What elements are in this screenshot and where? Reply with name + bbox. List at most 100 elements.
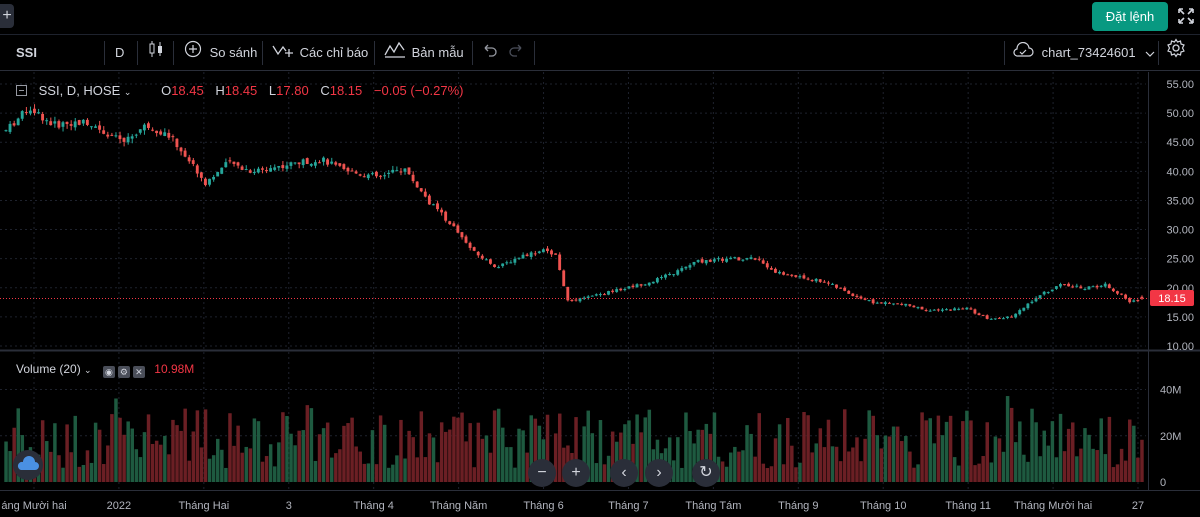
candle-body [961,308,965,310]
redo-button[interactable] [508,35,524,71]
volume-bar [496,408,501,482]
scroll-right-button[interactable]: › [645,459,673,487]
chevron-down-icon[interactable]: ⌄ [84,365,92,375]
legend-symbol[interactable]: SSI, D, HOSE [38,83,121,98]
candle-body [1018,310,1022,315]
candle-body [790,274,794,276]
zoom-out-button[interactable]: − [528,459,556,487]
volume-bar [794,467,798,482]
volume-bar [53,423,57,482]
collapse-legend-icon[interactable] [16,85,27,96]
time-tick-label: Tháng 6 [523,500,563,512]
volume-bar [961,421,965,482]
candle-body [708,259,712,262]
last-price-badge-text: 18.15 [1158,293,1186,305]
candle-body [818,279,822,282]
close-icon[interactable]: ✕ [132,366,145,378]
volume-bar [484,435,489,482]
candle-body [244,169,248,171]
candle-body [273,167,277,170]
candle-body [358,174,362,176]
settings-small-icon[interactable]: ⚙ [117,366,130,378]
interval-button[interactable]: D [115,35,124,71]
volume-bar [191,431,196,482]
indicators-label: Các chỉ báo [299,45,369,60]
candle-body [277,166,281,168]
volume-bar [814,443,818,482]
time-tick-label: Tháng Năm [430,500,487,512]
chevron-down-icon[interactable]: ⌄ [123,87,132,97]
compare-button[interactable]: So sánh [184,35,257,71]
volume-bar [444,431,448,482]
volume-bar [688,431,692,482]
chart-type-button[interactable] [148,35,164,71]
templates-icon [384,36,406,72]
volume-bar [545,414,550,482]
chart-layout-button[interactable]: chart_73424601 [1012,35,1155,71]
candle-body [224,162,228,168]
add-tab-button[interactable]: + [0,4,14,28]
settings-button[interactable] [1166,35,1186,71]
candle-body [28,110,32,114]
cloud-save-button[interactable] [13,450,43,480]
candle-body [476,251,480,256]
scroll-left-button[interactable]: ‹ [610,459,638,487]
candle-body [615,289,619,292]
volume-label[interactable]: Volume (20) [16,362,81,376]
indicators-button[interactable]: Các chỉ báo [272,35,368,71]
eye-icon[interactable]: ◉ [102,366,115,378]
volume-bar [301,430,305,482]
candle-body [301,159,305,166]
fullscreen-icon[interactable] [1176,6,1196,26]
candle-body [1050,289,1054,292]
zoom-in-button[interactable]: + [562,459,590,487]
time-tick-label: Tháng 4 [354,500,394,512]
volume-bar [517,428,521,482]
place-order-button[interactable]: Đặt lệnh [1092,2,1168,31]
price-tick-label: 25.00 [1166,254,1194,266]
volume-bar [464,441,468,482]
candle-body [1034,297,1038,302]
candle-body [151,129,154,131]
candle-body [8,123,12,132]
volume-bar [965,410,969,482]
volume-bar [268,444,273,482]
price-chart[interactable]: 55.0050.0045.0040.0035.0030.0025.0020.00… [0,72,1200,517]
volume-bar [826,419,831,482]
gear-icon [1166,36,1186,72]
volume-bar [480,438,485,482]
volume-bar [350,417,354,482]
volume-bar [130,428,134,482]
candle-body [309,163,313,166]
volume-bar [582,426,586,482]
volume-bar [904,436,908,482]
volume-bar [1066,428,1071,482]
candle-body [839,287,843,289]
undo-button[interactable] [482,35,498,71]
candle-body [212,176,216,180]
symbol-search-button[interactable]: SSI [16,35,37,71]
candle-body [700,259,704,263]
volume-bar [228,413,232,482]
candle-body [1022,307,1026,311]
candle-body [993,318,997,320]
toolbar-divider [1004,41,1005,65]
candle-body [191,160,195,164]
candle-body [541,249,545,253]
reset-chart-button[interactable]: ↻ [692,459,720,487]
candle-body [142,124,146,131]
volume-bar [1054,457,1059,482]
candle-body [41,113,45,121]
volume-bar [737,451,741,482]
volume-tick-label: 0 [1160,477,1166,489]
volume-bar [855,437,859,482]
volume-bar [647,409,652,482]
candle-body [737,257,741,261]
volume-bar [4,441,8,482]
candle-body [49,121,53,126]
volume-bar [749,433,753,482]
candle-body [1054,286,1058,289]
volume-bar [273,466,277,482]
candle-body [859,296,863,299]
templates-button[interactable]: Bản mẫu [384,35,464,71]
